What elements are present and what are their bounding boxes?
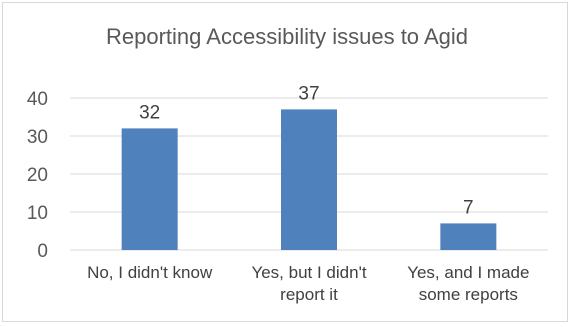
- bar: [440, 223, 497, 250]
- x-axis: No, I didn't know Yes, but I didn't report…: [87, 263, 529, 304]
- x-tick-label: report it: [280, 285, 338, 304]
- y-axis: 0 10 20 30 40: [27, 89, 48, 262]
- y-tick-label: 40: [27, 89, 48, 110]
- data-label: 37: [298, 83, 319, 104]
- data-label: 7: [463, 197, 474, 218]
- y-tick-label: 0: [37, 241, 48, 262]
- bars: [121, 109, 497, 251]
- y-tick-label: 30: [27, 127, 48, 148]
- y-tick-label: 10: [27, 203, 48, 224]
- x-tick-label: some reports: [419, 285, 518, 304]
- x-tick-label: Yes, and I made: [407, 263, 529, 282]
- chart-title: Reporting Accessibility issues to Agid: [106, 24, 468, 49]
- y-tick-label: 20: [27, 165, 48, 186]
- bar: [121, 128, 178, 250]
- data-labels: 32 37 7: [139, 83, 474, 218]
- data-label: 32: [139, 102, 160, 123]
- x-tick-label: Yes, but I didn't: [251, 263, 366, 282]
- bar: [281, 109, 337, 251]
- x-tick-label: No, I didn't know: [87, 263, 213, 282]
